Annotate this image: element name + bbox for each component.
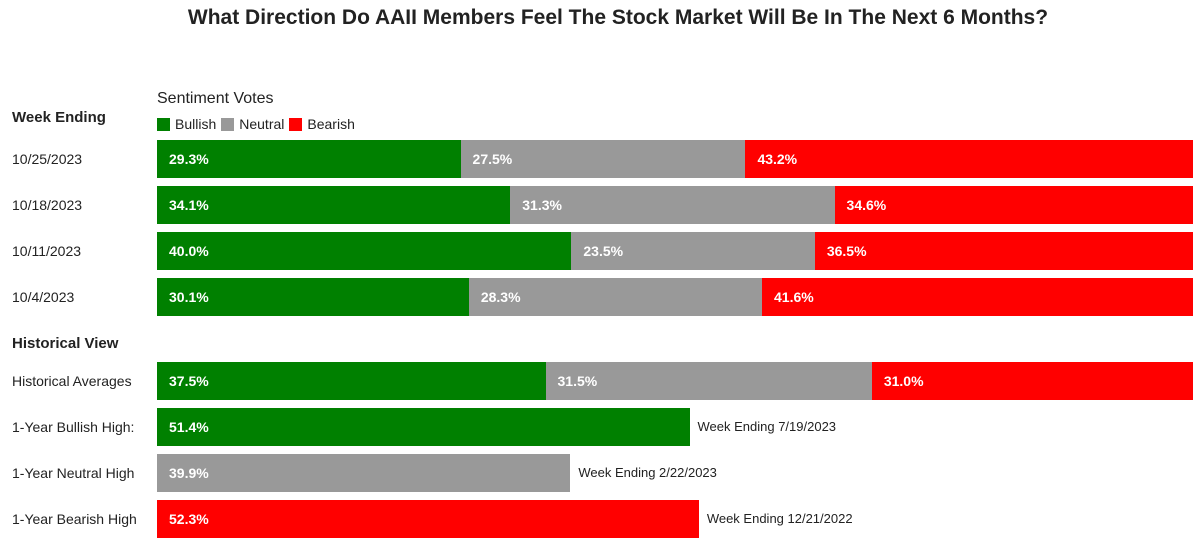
data-label: 28.3% [480, 289, 521, 305]
extreme-bar: 39.9% [157, 454, 571, 492]
data-label: 29.3% [169, 151, 209, 167]
legend-title: Sentiment Votes [157, 90, 274, 107]
bar-segment-bearish: 34.6% [834, 186, 1193, 224]
week-ending-heading: Week Ending [12, 109, 106, 126]
bar-segment-neutral: 23.5% [571, 232, 815, 270]
bar-segment-bearish: 31.0% [871, 362, 1193, 400]
data-label: 36.5% [826, 243, 867, 259]
extreme-note: Week Ending 7/19/2023 [697, 419, 837, 434]
legend-swatch-neutral [221, 117, 235, 131]
bar-segment-neutral: 27.5% [460, 140, 746, 178]
legend-swatch-bullish [157, 117, 170, 131]
data-label: 27.5% [472, 151, 513, 167]
data-label: 41.6% [774, 289, 814, 305]
data-label: 52.3% [169, 511, 209, 527]
bar-segment-bullish: 34.1% [157, 186, 511, 224]
stacked-bar: 30.1% 28.3% 41.6% [157, 278, 1193, 316]
legend-item-bearish: Bearish [289, 116, 355, 132]
data-label: 37.5% [169, 373, 209, 389]
legend-swatch-bearish [289, 117, 303, 131]
data-label: 30.1% [169, 289, 209, 305]
data-label: 51.4% [169, 419, 209, 435]
bar-segment-bearish: 36.5% [814, 232, 1193, 270]
data-label: 34.6% [846, 197, 887, 213]
extreme-note: Week Ending 12/21/2022 [706, 511, 853, 526]
row-label: Historical Averages [12, 373, 132, 389]
legend-label-neutral: Neutral [239, 116, 285, 132]
legend-label-bullish: Bullish [175, 116, 217, 132]
data-label: 34.1% [169, 197, 209, 213]
extreme-note: Week Ending 2/22/2023 [578, 465, 717, 480]
chart-title: What Direction Do AAII Members Feel The … [187, 6, 1049, 29]
bar-segment-neutral: 31.3% [510, 186, 835, 224]
historical-view-heading: Historical View [12, 335, 119, 352]
data-label: 31.0% [883, 373, 924, 389]
row-label: 10/25/2023 [12, 151, 83, 167]
bar-segment-bullish: 30.1% [157, 278, 469, 316]
data-label: 31.5% [557, 373, 598, 389]
data-label: 43.2% [757, 151, 798, 167]
extreme-bar: 51.4% [157, 408, 690, 446]
legend-item-neutral: Neutral [221, 116, 284, 132]
row-label: 10/11/2023 [12, 243, 82, 259]
legend: Bullish Neutral Bearish [157, 116, 360, 132]
bar-segment-bullish: 37.5% [157, 362, 546, 400]
row-label: 10/4/2023 [12, 289, 75, 305]
bar-segment-neutral: 31.5% [545, 362, 872, 400]
data-label: 39.9% [169, 465, 209, 481]
row-label: 1-Year Bearish High [12, 511, 137, 527]
stacked-bar: 29.3% 27.5% 43.2% [157, 140, 1193, 178]
legend-item-bullish: Bullish [157, 116, 216, 132]
data-label: 40.0% [169, 243, 209, 259]
bar-segment-bearish: 43.2% [745, 140, 1193, 178]
row-label: 10/18/2023 [12, 197, 83, 213]
data-label: 23.5% [583, 243, 624, 259]
bar-segment-bullish: 40.0% [157, 232, 572, 270]
bar-segment-bullish: 29.3% [157, 140, 461, 178]
row-label: 1-Year Bullish High: [12, 419, 135, 435]
extreme-bar: 52.3% [157, 500, 699, 538]
row-label: 1-Year Neutral High [12, 465, 135, 481]
legend-label-bearish: Bearish [307, 116, 355, 132]
data-label: 31.3% [522, 197, 562, 213]
stacked-bar: 37.5% 31.5% 31.0% [157, 362, 1193, 400]
stacked-bar: 40.0% 23.5% 36.5% [157, 232, 1193, 270]
bar-segment-bearish: 41.6% [762, 278, 1193, 316]
bar-segment-neutral: 28.3% [468, 278, 763, 316]
stacked-bar: 34.1% 31.3% 34.6% [157, 186, 1193, 224]
